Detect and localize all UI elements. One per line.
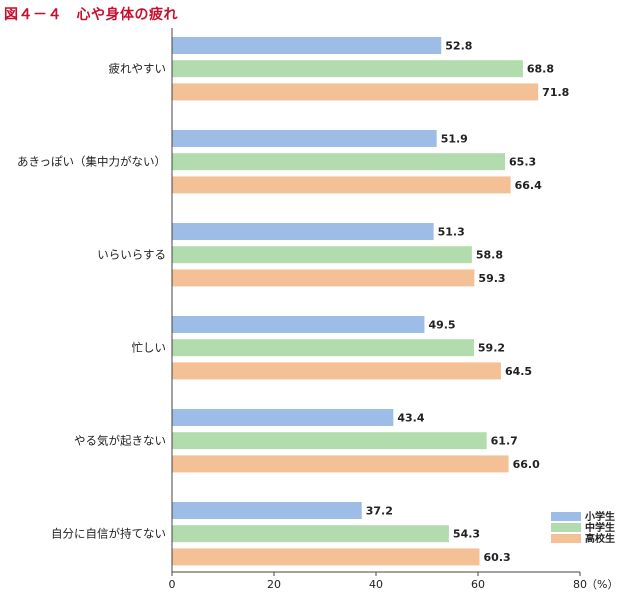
data-label-4-1: 49.5 — [428, 319, 455, 332]
legend-label-2: 中学生 — [585, 521, 615, 534]
x-tick-label-4: 60 — [471, 578, 485, 591]
bar-3-3 — [172, 269, 475, 287]
data-label-4-3: 64.5 — [505, 365, 532, 378]
bar-4-3 — [172, 362, 501, 380]
legend-swatch-2 — [551, 523, 581, 532]
data-label-2-3: 66.4 — [515, 179, 542, 192]
bar-5-3 — [172, 455, 509, 473]
data-label-6-3: 60.3 — [484, 551, 511, 564]
data-label-3-3: 59.3 — [478, 272, 505, 285]
category-label-3: いらいらする — [97, 248, 166, 262]
category-label-6: 自分に自信が持てない — [51, 527, 166, 541]
bar-5-1 — [172, 409, 394, 426]
category-label-4: 忙しい — [132, 341, 167, 355]
data-label-2-2: 65.3 — [509, 156, 536, 169]
category-label-5: やる気が起きない — [74, 434, 166, 448]
legend-swatch-1 — [551, 512, 581, 521]
bar-1-3 — [172, 83, 539, 101]
data-label-6-2: 54.3 — [453, 528, 480, 541]
bar-6-2 — [172, 525, 449, 543]
data-label-5-3: 66.0 — [513, 458, 540, 471]
bar-4-1 — [172, 316, 425, 333]
x-tick-label-1: 0 — [169, 578, 176, 591]
bar-1-1 — [172, 37, 442, 54]
bar-5-2 — [172, 432, 487, 450]
x-tick-label-2: 20 — [267, 578, 281, 591]
x-tick-label-5: 80 — [573, 578, 587, 591]
category-label-2: あきっぽい（集中力がない） — [17, 155, 166, 169]
data-label-6-1: 37.2 — [366, 505, 393, 518]
data-label-3-1: 51.3 — [438, 226, 465, 239]
data-label-4-2: 59.2 — [478, 342, 505, 355]
legend-swatch-3 — [551, 534, 581, 543]
chart-title: 図４－４ 心や身体の疲れ — [4, 7, 178, 23]
bar-6-1 — [172, 502, 362, 519]
data-label-5-2: 61.7 — [491, 435, 518, 448]
bar-1-2 — [172, 60, 523, 78]
bar-2-1 — [172, 130, 437, 147]
data-label-1-3: 71.8 — [542, 86, 569, 99]
x-tick-label-3: 40 — [369, 578, 383, 591]
bar-2-2 — [172, 153, 506, 171]
bar-3-2 — [172, 246, 472, 264]
data-label-5-1: 43.4 — [397, 412, 424, 425]
legend-label-3: 高校生 — [585, 532, 615, 545]
bar-6-3 — [172, 548, 480, 566]
category-label-1: 疲れやすい — [109, 62, 167, 76]
bar-2-3 — [172, 176, 511, 194]
data-label-3-2: 58.8 — [476, 249, 503, 262]
data-label-2-1: 51.9 — [441, 133, 468, 146]
x-axis-unit: （%） — [586, 578, 618, 591]
data-label-1-2: 68.8 — [527, 63, 554, 76]
bar-4-2 — [172, 339, 474, 357]
bar-3-1 — [172, 223, 434, 240]
legend-label-1: 小学生 — [584, 510, 615, 523]
data-label-1-1: 52.8 — [445, 40, 472, 53]
